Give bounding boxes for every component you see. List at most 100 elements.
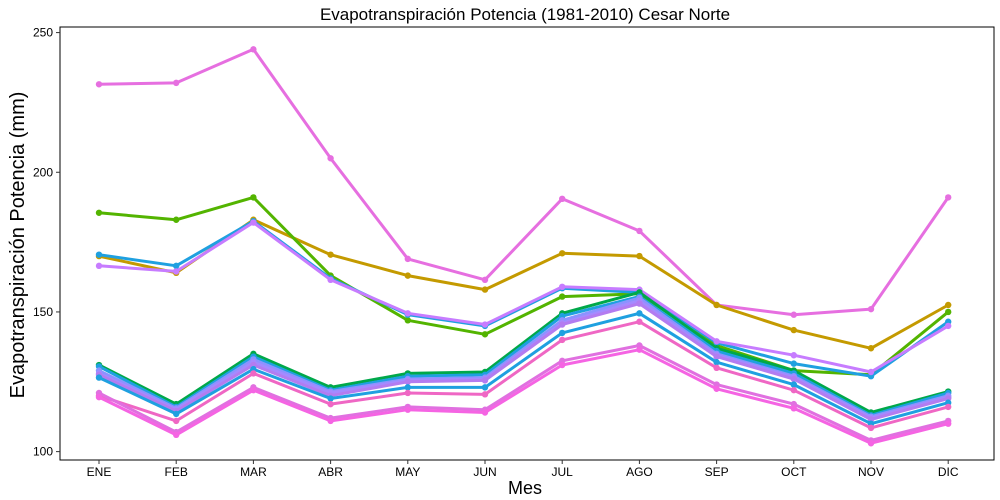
data-point	[404, 406, 411, 413]
data-point	[945, 403, 952, 411]
x-tick-label: SEP	[705, 465, 729, 479]
data-point	[636, 318, 643, 325]
data-point	[867, 440, 875, 447]
data-point	[481, 377, 489, 384]
data-point	[790, 360, 797, 367]
data-point	[404, 272, 411, 279]
data-point	[95, 374, 103, 381]
data-point	[327, 400, 334, 408]
data-point	[250, 194, 257, 201]
data-point	[95, 262, 103, 270]
data-point	[250, 219, 257, 226]
data-point	[559, 293, 566, 300]
x-tick-label: DIC	[938, 465, 959, 479]
series-line	[97, 311, 950, 426]
x-tick-label: MAY	[395, 465, 420, 479]
series-line	[97, 221, 950, 374]
data-point	[636, 252, 643, 260]
data-point	[636, 227, 643, 235]
data-point	[945, 301, 952, 309]
y-tick-label: 100	[33, 445, 53, 459]
data-point	[404, 389, 411, 397]
x-tick-label: AGO	[626, 465, 653, 479]
x-tick-label: MAR	[240, 465, 267, 479]
data-point	[945, 420, 952, 427]
data-point	[790, 326, 797, 334]
x-tick-label: JUL	[552, 465, 574, 479]
data-point	[250, 386, 257, 394]
data-point	[481, 321, 489, 328]
data-point	[713, 364, 720, 372]
data-point	[713, 301, 720, 309]
data-point	[790, 311, 797, 318]
data-point	[95, 251, 103, 258]
data-point	[95, 209, 103, 216]
series-group	[95, 46, 952, 447]
data-point	[945, 194, 952, 201]
data-point	[327, 276, 334, 284]
data-point	[404, 384, 411, 391]
series-line	[97, 320, 950, 430]
data-point	[790, 375, 797, 383]
data-point	[713, 338, 720, 345]
data-point	[636, 310, 643, 317]
series-line	[97, 195, 950, 377]
data-point	[867, 424, 875, 432]
series-1	[95, 46, 952, 318]
data-point	[559, 336, 566, 344]
data-point	[173, 410, 180, 418]
data-point	[713, 353, 720, 360]
data-point	[713, 359, 720, 366]
data-point	[481, 384, 489, 391]
data-point	[327, 251, 334, 258]
y-axis: 100 150 200 250	[33, 26, 60, 459]
y-tick-label: 250	[33, 26, 53, 40]
data-point	[945, 322, 952, 330]
x-tick-label: JUN	[473, 465, 496, 479]
data-point	[327, 155, 334, 162]
data-point	[559, 195, 566, 203]
data-point	[867, 368, 875, 376]
x-tick-label: OCT	[781, 465, 807, 479]
series-line	[97, 47, 950, 317]
data-point	[250, 46, 257, 53]
data-point	[713, 385, 720, 392]
data-point	[790, 381, 797, 388]
data-point	[327, 395, 334, 402]
series-12	[95, 318, 952, 432]
data-point	[173, 262, 180, 270]
x-tick-label: NOV	[858, 465, 884, 479]
data-point	[404, 317, 411, 324]
x-axis-label: Mes	[508, 478, 542, 498]
y-axis-label: Evapotranspiración Potencia (mm)	[7, 92, 29, 399]
plot-frame	[59, 26, 995, 461]
series-line	[97, 295, 950, 417]
data-point	[559, 361, 566, 369]
data-point	[481, 276, 489, 284]
data-point	[559, 329, 566, 337]
data-point	[867, 345, 875, 352]
data-point	[404, 378, 411, 385]
y-tick-label: 150	[33, 305, 53, 319]
data-point	[173, 216, 180, 223]
data-point	[173, 268, 180, 275]
data-point	[559, 250, 566, 257]
data-point	[173, 417, 180, 425]
x-tick-label: FEB	[165, 465, 188, 479]
x-tick-label: ENE	[87, 465, 112, 479]
data-point	[481, 286, 489, 293]
data-point	[867, 305, 875, 313]
data-point	[481, 409, 489, 416]
data-point	[945, 308, 952, 316]
data-point	[95, 393, 103, 401]
data-point	[173, 79, 180, 87]
data-point	[250, 370, 257, 377]
data-point	[327, 417, 334, 425]
x-tick-label: ABR	[318, 465, 343, 479]
data-point	[636, 300, 643, 307]
series-14	[95, 346, 952, 447]
data-point	[404, 255, 411, 263]
data-point	[790, 386, 797, 394]
